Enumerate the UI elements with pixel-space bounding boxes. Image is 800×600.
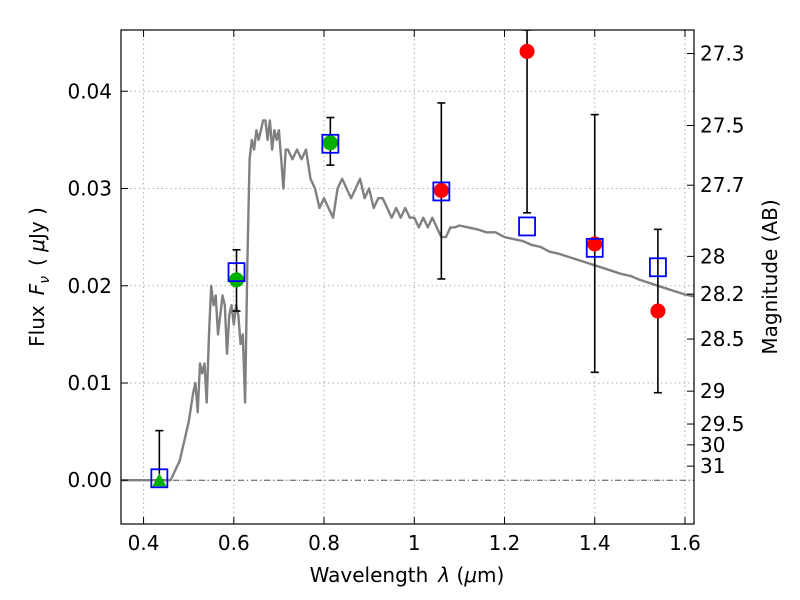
- y-tick-label: 0.03: [67, 177, 112, 201]
- x-tick-label: 1.4: [579, 531, 611, 555]
- y2-tick-label: 27.5: [700, 113, 745, 137]
- data-point-square: [227, 262, 246, 283]
- data-point-circle: [433, 182, 449, 198]
- data-point-square: [321, 133, 340, 154]
- x-axis-label: Wavelength λ (μm): [310, 563, 505, 587]
- data-point-triangle: [152, 473, 167, 487]
- right-axis-label: Magnitude (AB): [758, 199, 782, 354]
- x-tick-label: 1: [408, 531, 421, 555]
- data-point-square: [432, 181, 451, 202]
- y-tick-label: 0.04: [67, 79, 112, 103]
- y2-tick-label: 28.5: [700, 327, 745, 351]
- sed-model-line: [121, 119, 694, 482]
- y-tick-label: 0.02: [67, 274, 112, 298]
- x-tick-label: 0.8: [308, 531, 340, 555]
- x-tick-label: 0.6: [218, 531, 250, 555]
- y2-tick-label: 31: [700, 454, 725, 478]
- data-point-circle: [650, 303, 666, 319]
- y2-tick-label: 27.7: [700, 173, 745, 197]
- data-point-circle: [587, 236, 603, 252]
- data-point-square: [518, 216, 536, 237]
- data-markers: [150, 43, 667, 489]
- model-curve-layer: [121, 119, 694, 482]
- grid-lines: [121, 30, 694, 524]
- y2-tick-label: 28.2: [700, 282, 745, 306]
- data-point-square: [585, 237, 604, 258]
- data-point-circle: [322, 135, 338, 151]
- y-tick-label: 0.01: [67, 371, 112, 395]
- x-tick-label: 1.6: [669, 531, 701, 555]
- y2-tick-label: 28: [700, 244, 725, 268]
- x-tick-label: 1.2: [489, 531, 521, 555]
- y2-tick-label: 27.3: [700, 42, 745, 66]
- axis-ticks: 0.4 0.6 0.8 1 1.2 1.4 1.6 0.00 0.01 0.02 0.03 0.04 2…: [67, 30, 745, 555]
- x-tick-label: 0.4: [128, 531, 160, 555]
- y-axis-label: FluxFν( μJy ): [25, 207, 53, 347]
- data-point-circle: [519, 43, 535, 59]
- y2-tick-label: 29: [700, 379, 725, 403]
- data-point-square: [649, 257, 667, 278]
- plot-frame: [120, 29, 695, 525]
- data-point-circle: [229, 272, 245, 288]
- y2-tick-label: 29.5: [700, 412, 745, 436]
- data-point-square: [150, 468, 169, 489]
- y2-tick-label: 30: [700, 433, 725, 457]
- y-tick-label: 0.00: [67, 468, 112, 492]
